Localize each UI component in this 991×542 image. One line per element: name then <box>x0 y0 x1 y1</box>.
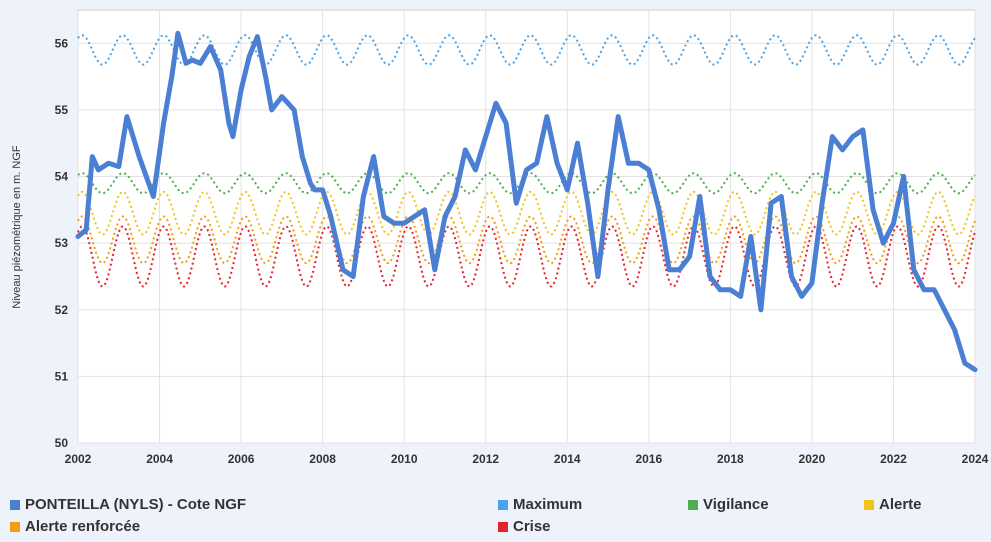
y-tick-label: 56 <box>55 36 69 50</box>
y-tick-label: 53 <box>55 236 69 250</box>
series-line-ponteilla <box>75 30 978 373</box>
series-line-alerte-renforc-e <box>77 215 976 265</box>
x-tick-label: 2002 <box>65 452 92 466</box>
x-tick-label: 2004 <box>146 452 173 466</box>
series-layer <box>75 30 978 373</box>
x-tick-label: 2014 <box>554 452 581 466</box>
series-line-crise <box>77 225 976 288</box>
tick-layer: 2002 2004 2006 2008 2010 2012 2014 2016 2018 2020… <box>55 36 989 466</box>
x-tick-label: 2012 <box>472 452 499 466</box>
series-line-alerte <box>77 190 976 236</box>
x-tick-label: 2008 <box>309 452 336 466</box>
x-tick-label: 2016 <box>635 452 662 466</box>
y-tick-label: 55 <box>55 103 69 117</box>
y-tick-label: 51 <box>55 369 69 383</box>
x-tick-label: 2020 <box>799 452 826 466</box>
x-tick-label: 2010 <box>391 452 418 466</box>
x-tick-label: 2024 <box>962 452 989 466</box>
y-tick-label: 54 <box>55 170 69 184</box>
y-axis-label: Niveau piézométrique en m. NGF <box>11 145 23 309</box>
x-tick-label: 2022 <box>880 452 907 466</box>
y-tick-label: 52 <box>55 303 69 317</box>
x-tick-label: 2006 <box>228 452 255 466</box>
y-tick-label: 50 <box>55 436 69 450</box>
x-tick-label: 2018 <box>717 452 744 466</box>
plot-background <box>77 9 976 444</box>
